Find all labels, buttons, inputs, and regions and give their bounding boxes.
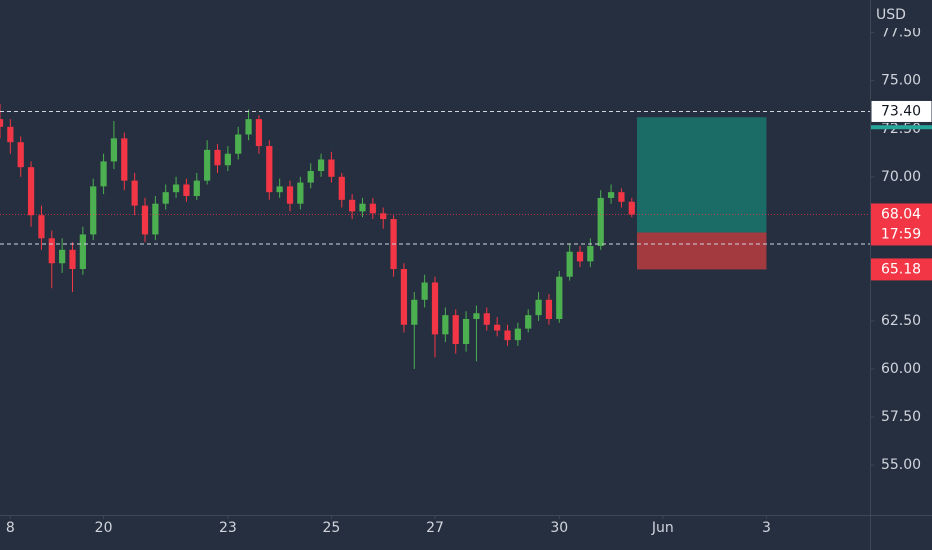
- candle-body: [597, 197, 604, 246]
- x-tick-label: Jun: [651, 520, 674, 536]
- candle-body: [224, 153, 231, 166]
- candle-body: [48, 238, 55, 264]
- last-price-box: [871, 203, 932, 246]
- candle-body: [556, 276, 563, 319]
- candle-body: [369, 203, 376, 214]
- price-label-box: [870, 99, 932, 123]
- candle-body: [349, 199, 356, 212]
- y-tick-label: 77.50: [881, 25, 921, 41]
- candle-body: [452, 315, 459, 344]
- candle-body: [193, 180, 200, 197]
- candle-body: [7, 126, 14, 143]
- candle-body: [276, 186, 283, 193]
- candle-body: [628, 201, 635, 215]
- candle-body: [576, 251, 584, 262]
- candle-body: [162, 192, 169, 204]
- stop-price-label: 65.18: [881, 261, 921, 277]
- candle-body: [411, 299, 418, 325]
- position-stop-zone: [636, 232, 767, 270]
- last-price-label: 68.04: [881, 206, 921, 222]
- candle-body: [618, 192, 625, 202]
- candle-body: [245, 119, 252, 135]
- target-marker: [871, 125, 932, 130]
- candle-body: [172, 184, 180, 193]
- candle-body: [266, 146, 273, 193]
- candle-body: [183, 184, 190, 197]
- candle-body: [69, 249, 76, 270]
- candle-body: [545, 299, 553, 319]
- currency-label: USD: [876, 7, 906, 23]
- countdown-label: 17:59: [881, 226, 921, 242]
- candle-body: [525, 315, 532, 329]
- candle-body: [235, 134, 242, 154]
- candle-body: [90, 186, 97, 235]
- y-tick-label: 60.00: [881, 361, 921, 377]
- candle-body: [38, 215, 45, 239]
- candle-body: [359, 203, 366, 212]
- candle-body: [535, 299, 542, 316]
- candle-body: [141, 205, 149, 235]
- candle-body: [59, 249, 66, 264]
- currency-bg: [871, 0, 932, 28]
- x-tick-label: 27: [426, 520, 444, 536]
- candle-body: [328, 159, 335, 177]
- candle-body: [380, 213, 387, 220]
- candle-body: [587, 245, 594, 262]
- x-tick-label: 3: [762, 520, 771, 536]
- stop-price-box: [871, 258, 932, 281]
- candle-body: [17, 142, 24, 168]
- candle-body: [400, 269, 408, 325]
- candle-body: [79, 234, 86, 270]
- candle-body: [204, 149, 211, 181]
- candle-body: [0, 119, 4, 127]
- candle-body: [504, 330, 511, 341]
- y-tick-label: 55.00: [881, 457, 921, 473]
- candle-body: [494, 324, 501, 331]
- candle-body: [214, 149, 221, 166]
- candle-body: [286, 186, 294, 204]
- x-tick-label: 20: [95, 520, 113, 536]
- candle-body: [255, 119, 263, 147]
- y-tick-label: 75.00: [881, 73, 921, 89]
- y-tick-label: 57.50: [881, 409, 921, 425]
- candle-body: [442, 315, 449, 335]
- candle-body: [27, 167, 35, 216]
- x-tick-label: 23: [219, 520, 237, 536]
- candle-body: [152, 203, 159, 235]
- candle-body: [566, 251, 573, 277]
- price-label: 73.40: [881, 103, 921, 119]
- candle-body: [514, 328, 521, 341]
- candle-body: [121, 138, 128, 181]
- candle-body: [100, 161, 107, 187]
- candle-body: [462, 318, 470, 344]
- candle-body: [110, 138, 118, 162]
- candle-body: [338, 176, 345, 200]
- candle-body: [297, 182, 304, 204]
- candle-body: [131, 180, 138, 206]
- candle-body: [431, 282, 439, 335]
- candle-body: [317, 159, 325, 172]
- candle-body: [473, 313, 480, 319]
- y-tick-label: 70.00: [881, 169, 921, 185]
- candle-body: [483, 313, 490, 325]
- candle-body: [307, 171, 314, 183]
- candle-body: [421, 282, 428, 300]
- x-tick-label: 30: [550, 520, 568, 536]
- position-target-zone: [636, 117, 767, 233]
- x-tick-label: 8: [6, 520, 15, 536]
- x-tick-label: 25: [323, 520, 341, 536]
- candle-body: [607, 192, 615, 198]
- y-tick-label: 62.50: [881, 313, 921, 329]
